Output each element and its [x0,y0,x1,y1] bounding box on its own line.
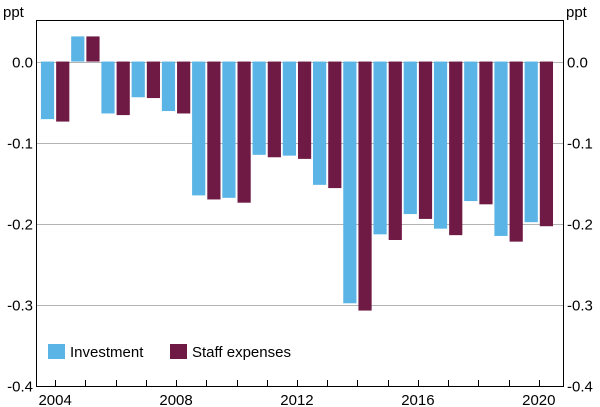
bar-investment-2007 [131,61,145,98]
y-axis-unit-right: ppt [566,4,588,21]
y-axis-unit-left: ppt [3,4,25,21]
bar-staff-expenses-2011 [267,61,281,158]
y-tick-label-left: -0.3 [7,298,33,315]
bar-investment-2004 [40,61,55,120]
bar-investment-2005 [71,36,85,62]
y-tick-label-left: 0.0 [12,55,33,72]
bar-investment-2013 [313,61,327,185]
bar-staff-expenses-2018 [479,61,493,205]
bar-staff-expenses-2016 [418,61,433,219]
bar-investment-2015 [373,61,387,235]
bar-staff-expenses-2005 [86,36,100,62]
bar-investment-2016 [403,61,417,215]
x-tick-label: 2020 [522,392,555,407]
bar-investment-2018 [464,61,478,202]
bar-staff-expenses-2013 [328,61,342,189]
bar-investment-2010 [222,61,236,198]
y-tick-label-left: -0.4 [7,379,33,396]
y-tick-label-right: -0.3 [567,298,593,315]
y-tick-label-right: 0.0 [567,55,588,72]
bar-staff-expenses-2019 [509,61,523,242]
bar-staff-expenses-2007 [146,61,161,99]
bar-staff-expenses-2004 [56,61,70,122]
x-tick-label: 2004 [38,392,71,407]
bar-investment-2019 [494,61,508,236]
legend-label-staff-expenses: Staff expenses [192,344,291,361]
bar-staff-expenses-2009 [207,61,221,200]
bar-staff-expenses-2010 [237,61,251,203]
bar-investment-2020 [524,61,538,223]
bar-staff-expenses-2006 [116,61,130,116]
bar-investment-2014 [343,61,357,304]
x-tick-label: 2016 [401,392,434,407]
bar-investment-2006 [101,61,115,114]
bar-investment-2008 [161,61,176,112]
bar-staff-expenses-2012 [297,61,312,159]
y-tick-label-right: -0.2 [567,217,593,234]
bars [40,36,554,311]
legend: Investment Staff expenses [48,344,291,361]
bar-staff-expenses-2017 [449,61,463,236]
bar-investment-2012 [282,61,296,156]
x-tick-label: 2012 [280,392,313,407]
x-tick-label: 2008 [159,392,192,407]
bar-staff-expenses-2020 [539,61,554,227]
axis-ticks [55,380,540,386]
bar-investment-2009 [192,61,206,196]
legend-swatch-investment [48,344,65,359]
y-tick-label-right: -0.1 [567,136,593,153]
bar-investment-2011 [252,61,266,155]
plot-frame [36,20,564,387]
bar-staff-expenses-2014 [358,61,372,311]
y-tick-label-right: -0.4 [567,379,593,396]
bar-staff-expenses-2008 [177,61,191,114]
axis-labels: 0.0 0.0 -0.1 -0.1 -0.2 -0.2 -0.3 -0.3 -0.4 -0.4 20… [7,55,593,407]
y-tick-label-left: -0.2 [7,217,33,234]
bar-staff-expenses-2015 [388,61,402,241]
legend-swatch-staff-expenses [170,344,187,359]
legend-label-investment: Investment [70,344,144,361]
y-tick-label-left: -0.1 [7,136,33,153]
bar-investment-2017 [433,61,448,229]
